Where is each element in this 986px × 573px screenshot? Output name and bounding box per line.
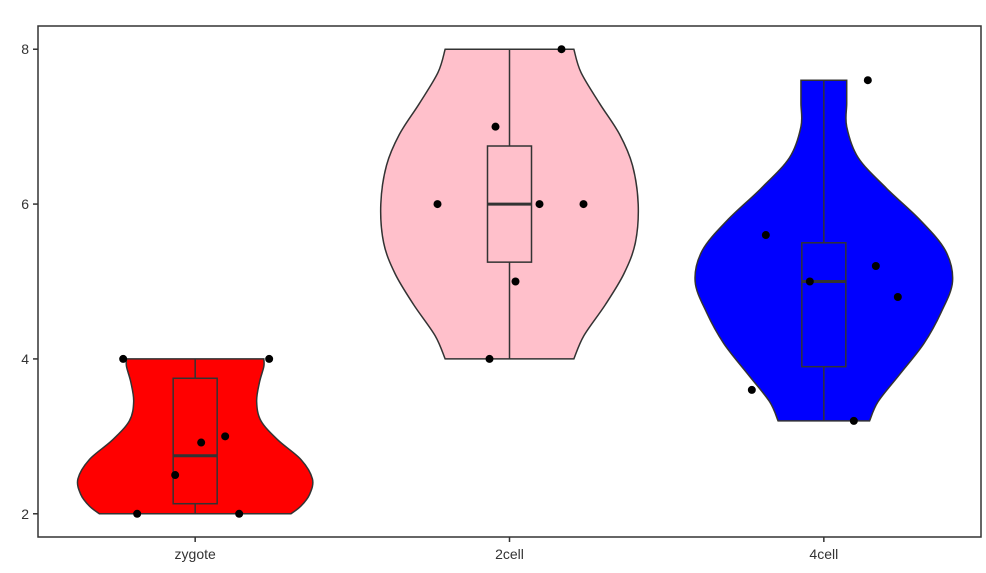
- data-point-2cell: [485, 354, 494, 363]
- data-point-4cell: [761, 231, 770, 240]
- y-tick-label: 6: [21, 196, 29, 212]
- box-4cell: [801, 242, 847, 368]
- data-point-4cell: [849, 416, 858, 425]
- x-tick-label: 4cell: [809, 546, 838, 562]
- data-point-2cell: [491, 122, 500, 131]
- data-point-2cell: [579, 200, 588, 209]
- y-tick-label: 8: [21, 41, 29, 57]
- violin-4cell: [694, 79, 954, 422]
- violin-zygote: [76, 358, 314, 515]
- data-point-2cell: [433, 200, 442, 209]
- data-point-4cell: [893, 292, 902, 301]
- data-point-zygote: [133, 509, 142, 518]
- data-point-2cell: [535, 200, 544, 209]
- violin-layer: [76, 48, 954, 515]
- data-point-zygote: [235, 509, 244, 518]
- data-point-zygote: [171, 471, 180, 480]
- boxplot-layer: [172, 49, 847, 514]
- data-point-2cell: [511, 277, 520, 286]
- data-point-4cell: [871, 262, 880, 271]
- x-tick-label: 2cell: [495, 546, 524, 562]
- data-point-zygote: [119, 354, 128, 363]
- data-point-4cell: [747, 385, 756, 394]
- data-point-zygote: [265, 354, 274, 363]
- box-zygote: [172, 377, 218, 505]
- y-tick-label: 2: [21, 506, 29, 522]
- points-layer: [119, 45, 902, 518]
- y-tick-label: 4: [21, 351, 29, 367]
- data-point-4cell: [805, 277, 814, 286]
- data-point-2cell: [557, 45, 566, 54]
- y-axis: 2 4 6 8: [21, 41, 38, 522]
- data-point-4cell: [863, 76, 872, 85]
- data-point-zygote: [221, 432, 230, 441]
- x-axis: zygote 2cell 4cell: [175, 537, 838, 562]
- data-point-zygote: [197, 438, 206, 447]
- x-tick-label: zygote: [175, 546, 216, 562]
